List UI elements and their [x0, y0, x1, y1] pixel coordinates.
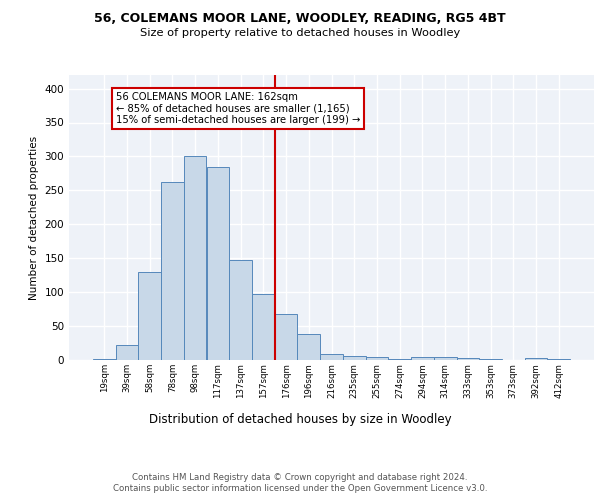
- Bar: [365, 358, 388, 360]
- Text: 56 COLEMANS MOOR LANE: 162sqm
← 85% of detached houses are smaller (1,165)
15% o: 56 COLEMANS MOOR LANE: 162sqm ← 85% of d…: [116, 92, 360, 125]
- Bar: [320, 354, 343, 360]
- Bar: [343, 356, 365, 360]
- Bar: [116, 345, 139, 360]
- Text: Contains public sector information licensed under the Open Government Licence v3: Contains public sector information licen…: [113, 484, 487, 493]
- Text: 56, COLEMANS MOOR LANE, WOODLEY, READING, RG5 4BT: 56, COLEMANS MOOR LANE, WOODLEY, READING…: [94, 12, 506, 26]
- Bar: [298, 334, 320, 360]
- Bar: [524, 358, 547, 360]
- Bar: [229, 260, 252, 360]
- Bar: [388, 358, 411, 360]
- Bar: [411, 356, 434, 360]
- Bar: [547, 358, 570, 360]
- Bar: [252, 294, 275, 360]
- Bar: [93, 358, 116, 360]
- Bar: [184, 156, 206, 360]
- Bar: [206, 166, 229, 360]
- Y-axis label: Number of detached properties: Number of detached properties: [29, 136, 39, 300]
- Bar: [139, 272, 161, 360]
- Text: Size of property relative to detached houses in Woodley: Size of property relative to detached ho…: [140, 28, 460, 38]
- Bar: [161, 182, 184, 360]
- Bar: [275, 314, 298, 360]
- Bar: [457, 358, 479, 360]
- Bar: [434, 356, 457, 360]
- Text: Contains HM Land Registry data © Crown copyright and database right 2024.: Contains HM Land Registry data © Crown c…: [132, 472, 468, 482]
- Text: Distribution of detached houses by size in Woodley: Distribution of detached houses by size …: [149, 412, 451, 426]
